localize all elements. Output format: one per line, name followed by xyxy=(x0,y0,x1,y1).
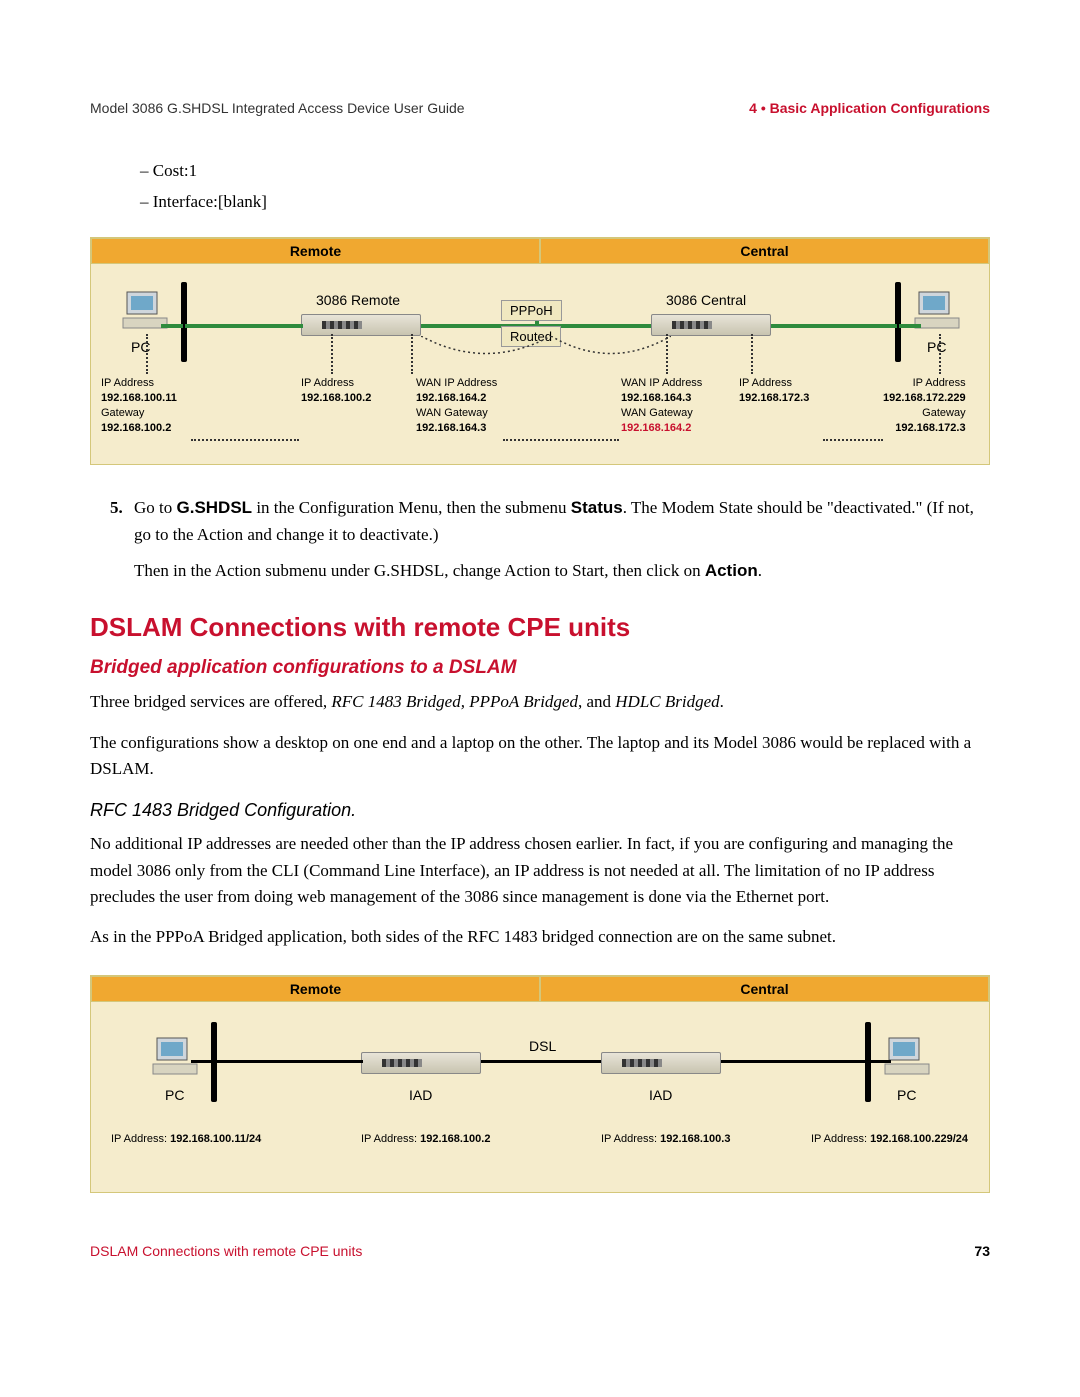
pc-icon xyxy=(883,1032,931,1080)
iad-left-label: IAD xyxy=(409,1087,432,1103)
network-diagram-1: Remote Central PC 3086 Remote PPPoH Rout… xyxy=(90,237,990,465)
sub-para2: The configurations show a desktop on one… xyxy=(90,730,990,783)
device-left xyxy=(301,314,421,336)
link-pc-right xyxy=(899,324,921,328)
footer-left: DSLAM Connections with remote CPE units xyxy=(90,1243,362,1259)
subsub-title: RFC 1483 Bridged Configuration. xyxy=(90,800,990,821)
sub-title: Bridged application configurations to a … xyxy=(90,657,990,679)
pc-left-label: PC xyxy=(165,1087,184,1103)
dot-cross xyxy=(421,336,551,376)
subsub-para1: No additional IP addresses are needed ot… xyxy=(90,831,990,910)
header-right: 4 • Basic Application Configurations xyxy=(749,100,990,116)
info-dev-right-lan: IP Address 192.168.172.3 xyxy=(739,376,809,406)
info-dev-right-wan: WAN IP Address 192.168.164.3 WAN Gateway… xyxy=(621,376,702,435)
link-dsl xyxy=(481,1060,601,1063)
dev-right-label: 3086 Central xyxy=(666,292,746,308)
dev-left-label: 3086 Remote xyxy=(316,292,400,308)
footer-right: 73 xyxy=(974,1243,990,1259)
pc-right-label: PC xyxy=(927,339,946,355)
info-iad-left: IP Address: 192.168.100.2 xyxy=(361,1132,490,1147)
link-lan-right xyxy=(771,324,897,328)
pc-icon xyxy=(151,1032,199,1080)
diag1-header-remote: Remote xyxy=(91,238,540,264)
link xyxy=(869,1060,891,1063)
subsub-para2: As in the PPPoA Bridged application, bot… xyxy=(90,924,990,950)
info-pc-right: IP Address 192.168.172.229 Gateway 192.1… xyxy=(883,376,966,435)
dot-v xyxy=(146,334,148,374)
sub-para: Three bridged services are offered, RFC … xyxy=(90,689,990,715)
info-pc-right: IP Address: 192.168.100.229/24 xyxy=(811,1132,968,1147)
info-pc-left: IP Address 192.168.100.11 Gateway 192.16… xyxy=(101,376,177,435)
dot-v xyxy=(331,334,333,374)
dot-v xyxy=(411,334,413,374)
diag2-header-central: Central xyxy=(540,976,989,1002)
page-header: Model 3086 G.SHDSL Integrated Access Dev… xyxy=(90,100,990,116)
info-pc-left: IP Address: 192.168.100.11/24 xyxy=(111,1132,261,1147)
link-lan-left xyxy=(185,324,303,328)
bullet-interface: – Interface:[blank] xyxy=(140,187,990,218)
section-title: DSLAM Connections with remote CPE units xyxy=(90,612,990,643)
net-bar-right xyxy=(895,282,901,362)
info-dev-left-wan: WAN IP Address 192.168.164.2 WAN Gateway… xyxy=(416,376,497,435)
net-bar-left xyxy=(181,282,187,362)
dot-cross xyxy=(551,336,671,376)
link xyxy=(217,1060,363,1063)
header-left: Model 3086 G.SHDSL Integrated Access Dev… xyxy=(90,100,465,116)
step-num: 5. xyxy=(110,495,134,548)
info-dev-left-lan: IP Address 192.168.100.2 xyxy=(301,376,371,406)
iad-right xyxy=(601,1052,721,1074)
dot-v xyxy=(751,334,753,374)
dot-match xyxy=(503,439,619,441)
conn-label-top: PPPoH xyxy=(501,300,562,321)
info-iad-right: IP Address: 192.168.100.3 xyxy=(601,1132,730,1147)
dot-match xyxy=(823,439,883,441)
dot-match xyxy=(191,439,299,441)
iad-right-label: IAD xyxy=(649,1087,672,1103)
diag1-header-central: Central xyxy=(540,238,989,264)
link xyxy=(721,1060,867,1063)
page-footer: DSLAM Connections with remote CPE units … xyxy=(90,1243,990,1259)
dsl-label: DSL xyxy=(529,1038,556,1054)
link-pc-left xyxy=(161,324,183,328)
step-5: 5. Go to G.SHDSL in the Configuration Me… xyxy=(110,495,990,548)
iad-left xyxy=(361,1052,481,1074)
link xyxy=(191,1060,213,1063)
step-text: Go to G.SHDSL in the Configuration Menu,… xyxy=(134,495,990,548)
device-right xyxy=(651,314,771,336)
step-5-para2: Then in the Action submenu under G.SHDSL… xyxy=(134,558,990,584)
bullet-list: – Cost:1 – Interface:[blank] xyxy=(140,156,990,217)
network-diagram-2: Remote Central PC IAD DSL IAD xyxy=(90,975,990,1193)
pc-right-label: PC xyxy=(897,1087,916,1103)
diag2-header-remote: Remote xyxy=(91,976,540,1002)
bullet-cost: – Cost:1 xyxy=(140,156,990,187)
dot-v xyxy=(939,334,941,374)
